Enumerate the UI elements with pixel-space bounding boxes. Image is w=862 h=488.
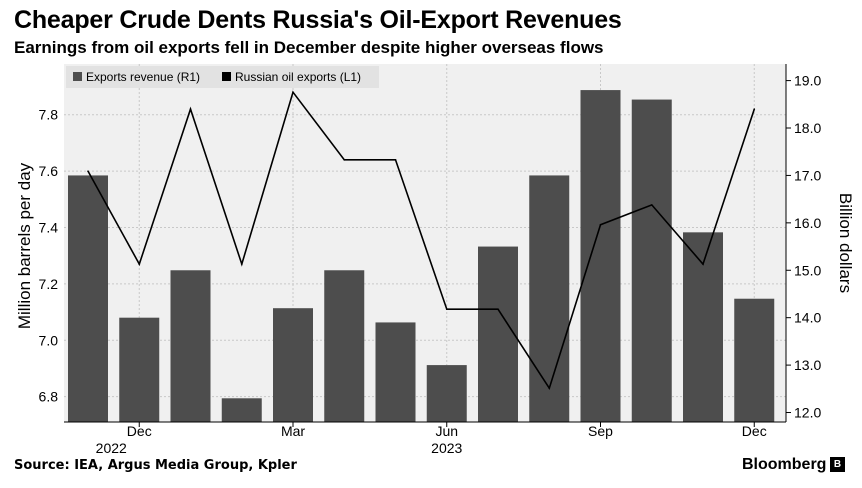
left-tick-label: 7.2 <box>39 276 59 292</box>
left-tick-label: 7.4 <box>39 219 59 235</box>
legend-swatch-line <box>222 72 231 81</box>
line-point <box>650 204 653 206</box>
right-axis-title: Billion dollars <box>836 193 855 293</box>
line-point <box>138 263 141 265</box>
right-tick-label: 17.0 <box>794 167 821 183</box>
x-year-label: 2022 <box>96 440 127 456</box>
line-point <box>753 108 756 110</box>
bar-exports-revenue <box>375 322 416 422</box>
right-tick-label: 19.0 <box>794 73 821 89</box>
line-point <box>548 387 551 389</box>
chart-subtitle: Earnings from oil exports fell in Decemb… <box>14 38 604 57</box>
legend-label-bar: Exports revenue (R1) <box>86 70 200 84</box>
bar-exports-revenue <box>324 270 365 422</box>
line-point <box>599 223 602 226</box>
brand-logo: Bloomberg <box>742 456 827 473</box>
bar-exports-revenue <box>170 270 211 422</box>
left-tick-label: 7.6 <box>39 163 59 179</box>
bar-exports-revenue <box>478 246 518 422</box>
line-point <box>189 108 192 110</box>
x-tick-label: Dec <box>127 423 152 439</box>
bar-exports-revenue <box>683 232 723 422</box>
line-point <box>497 308 499 311</box>
right-tick-label: 12.0 <box>794 405 821 421</box>
bar-exports-revenue <box>529 175 570 422</box>
line-point <box>87 170 89 172</box>
left-tick-label: 7.8 <box>39 107 59 123</box>
x-tick-label: Mar <box>281 423 305 439</box>
left-tick-label: 6.8 <box>39 389 59 405</box>
line-point <box>702 263 704 265</box>
bar-exports-revenue <box>580 90 621 422</box>
x-tick-label: Jun <box>435 423 458 439</box>
bar-exports-revenue <box>273 308 313 422</box>
right-tick-label: 15.0 <box>794 262 821 278</box>
line-russian-oil-exports <box>87 90 756 391</box>
bar-exports-revenue <box>68 175 108 422</box>
right-tick-label: 18.0 <box>794 120 821 136</box>
brand-mark-icon: B <box>830 457 845 472</box>
left-axis-title: Million barrels per day <box>15 162 34 329</box>
line-point <box>445 308 448 311</box>
source-note: Source: IEA, Argus Media Group, Kpler <box>14 458 297 473</box>
line-point <box>292 91 294 93</box>
line-point <box>240 263 243 265</box>
x-year-label: 2023 <box>431 440 462 456</box>
bar-exports-revenue <box>426 365 467 422</box>
chart-title: Cheaper Crude Dents Russia's Oil-Export … <box>14 6 622 34</box>
bar-exports-revenue <box>734 298 775 422</box>
bar-exports-revenue <box>221 398 262 422</box>
right-tick-label: 14.0 <box>794 310 821 326</box>
right-tick-label: 13.0 <box>794 357 821 373</box>
legend-label-line: Russian oil exports (L1) <box>235 70 361 84</box>
bar-exports-revenue <box>119 317 160 422</box>
x-tick-label: Dec <box>742 423 767 439</box>
bar-exports-revenue <box>631 99 672 422</box>
right-tick-label: 16.0 <box>794 215 821 231</box>
x-tick-label: Sep <box>588 423 613 439</box>
legend-swatch-bar <box>73 72 82 81</box>
left-tick-label: 7.0 <box>39 332 59 348</box>
line-point <box>343 159 346 161</box>
line-point <box>394 159 397 161</box>
